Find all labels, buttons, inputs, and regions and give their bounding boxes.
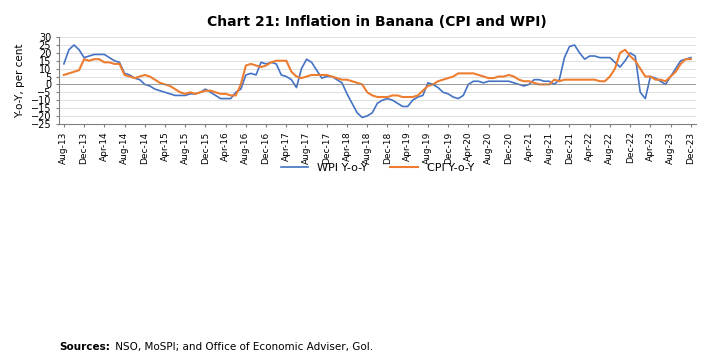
Text: NSO, MoSPI; and Office of Economic Adviser, GoI.: NSO, MoSPI; and Office of Economic Advis…	[112, 342, 373, 353]
Text: Sources:: Sources:	[59, 342, 109, 353]
Y-axis label: Y-o-Y, per cent: Y-o-Y, per cent	[15, 43, 25, 118]
CPI Y-o-Y	[687, 57, 695, 61]
CPI Y-o-Y	[60, 73, 68, 77]
Line: WPI Y-o-Y: WPI Y-o-Y	[64, 45, 691, 118]
WPI Y-o-Y	[596, 56, 604, 60]
CPI Y-o-Y	[373, 95, 382, 99]
WPI Y-o-Y	[656, 79, 665, 84]
WPI Y-o-Y	[611, 60, 619, 64]
WPI Y-o-Y	[358, 115, 366, 120]
WPI Y-o-Y	[687, 56, 695, 60]
WPI Y-o-Y	[459, 93, 468, 98]
CPI Y-o-Y	[656, 78, 665, 82]
Line: CPI Y-o-Y: CPI Y-o-Y	[64, 50, 691, 97]
CPI Y-o-Y	[606, 74, 614, 79]
CPI Y-o-Y	[591, 78, 599, 82]
CPI Y-o-Y	[221, 92, 230, 96]
CPI Y-o-Y	[621, 47, 629, 52]
CPI Y-o-Y	[206, 88, 215, 93]
WPI Y-o-Y	[60, 62, 68, 66]
WPI Y-o-Y	[227, 96, 235, 101]
WPI Y-o-Y	[70, 43, 78, 47]
WPI Y-o-Y	[211, 93, 220, 98]
CPI Y-o-Y	[454, 71, 463, 75]
Legend: WPI Y-o-Y, CPI Y-o-Y: WPI Y-o-Y, CPI Y-o-Y	[277, 158, 479, 177]
Title: Chart 21: Inflation in Banana (CPI and WPI): Chart 21: Inflation in Banana (CPI and W…	[208, 15, 547, 29]
